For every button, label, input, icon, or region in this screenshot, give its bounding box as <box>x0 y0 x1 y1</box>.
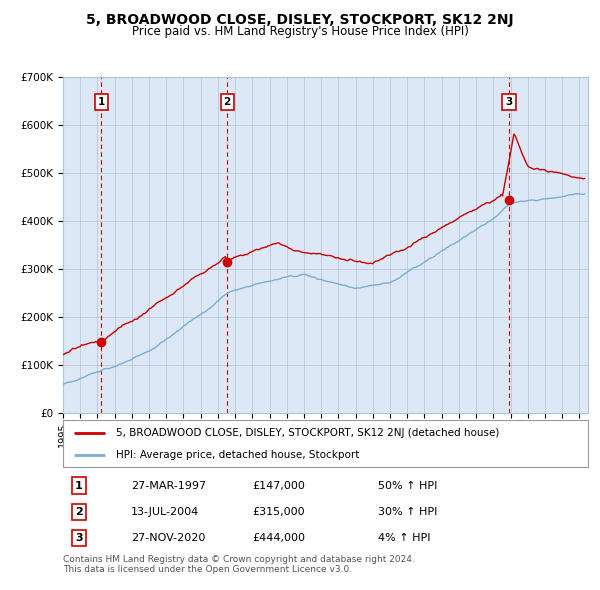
Text: £444,000: £444,000 <box>252 533 305 543</box>
Text: £147,000: £147,000 <box>252 480 305 490</box>
Text: 2: 2 <box>75 507 83 517</box>
Text: This data is licensed under the Open Government Licence v3.0.: This data is licensed under the Open Gov… <box>63 565 352 573</box>
Text: 13-JUL-2004: 13-JUL-2004 <box>131 507 199 517</box>
Text: 4% ↑ HPI: 4% ↑ HPI <box>378 533 431 543</box>
Text: 1: 1 <box>75 480 83 490</box>
Text: HPI: Average price, detached house, Stockport: HPI: Average price, detached house, Stoc… <box>115 450 359 460</box>
Text: 5, BROADWOOD CLOSE, DISLEY, STOCKPORT, SK12 2NJ: 5, BROADWOOD CLOSE, DISLEY, STOCKPORT, S… <box>86 13 514 27</box>
Text: 2: 2 <box>224 97 231 107</box>
Text: Contains HM Land Registry data © Crown copyright and database right 2024.: Contains HM Land Registry data © Crown c… <box>63 555 415 563</box>
Text: 27-MAR-1997: 27-MAR-1997 <box>131 480 206 490</box>
Text: £315,000: £315,000 <box>252 507 305 517</box>
Text: 3: 3 <box>75 533 83 543</box>
Text: 3: 3 <box>505 97 512 107</box>
Text: Price paid vs. HM Land Registry's House Price Index (HPI): Price paid vs. HM Land Registry's House … <box>131 25 469 38</box>
Text: 50% ↑ HPI: 50% ↑ HPI <box>378 480 437 490</box>
Text: 5, BROADWOOD CLOSE, DISLEY, STOCKPORT, SK12 2NJ (detached house): 5, BROADWOOD CLOSE, DISLEY, STOCKPORT, S… <box>115 428 499 438</box>
Text: 1: 1 <box>98 97 105 107</box>
Text: 30% ↑ HPI: 30% ↑ HPI <box>378 507 437 517</box>
Text: 27-NOV-2020: 27-NOV-2020 <box>131 533 206 543</box>
